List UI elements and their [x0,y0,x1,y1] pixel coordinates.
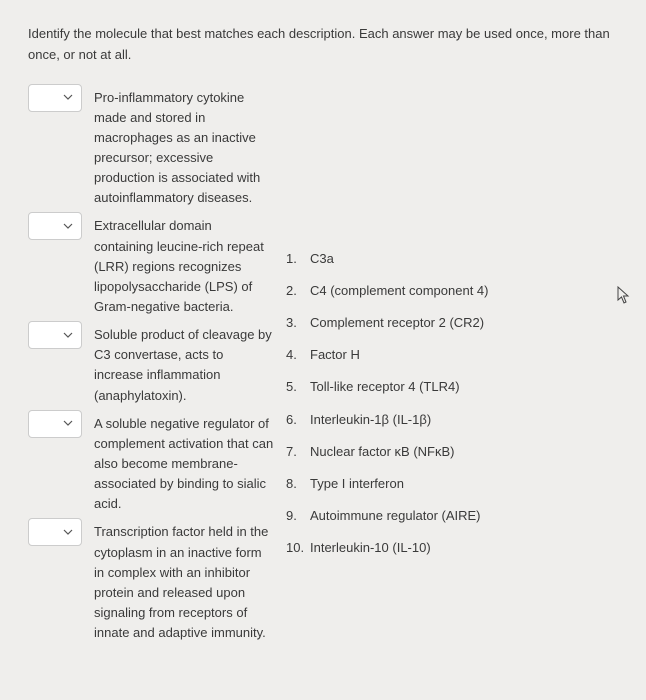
answer-dropdown-4[interactable] [28,410,82,438]
answer-number: 5. [286,378,310,396]
question-row: A soluble negative regulator of compleme… [28,410,274,515]
answer-dropdown-2[interactable] [28,212,82,240]
instructions-text: Identify the molecule that best matches … [28,24,618,66]
question-description: Transcription factor held in the cytopla… [94,518,274,643]
answer-text: Nuclear factor κB (NFκB) [310,443,454,461]
answer-text: C4 (complement component 4) [310,282,488,300]
questions-column: Pro-inflammatory cytokine made and store… [28,84,274,648]
chevron-down-icon [63,328,73,343]
answer-text: Type I interferon [310,475,404,493]
answer-option: 3.Complement receptor 2 (CR2) [286,314,488,332]
question-description: A soluble negative regulator of compleme… [94,410,274,515]
answers-column: 1.C3a 2.C4 (complement component 4) 3.Co… [286,84,488,648]
answer-number: 7. [286,443,310,461]
cursor-icon [616,286,632,307]
answer-dropdown-5[interactable] [28,518,82,546]
answer-text: Autoimmune regulator (AIRE) [310,507,481,525]
question-row: Extracellular domain containing leucine-… [28,212,274,317]
answer-option: 7.Nuclear factor κB (NFκB) [286,443,488,461]
question-description: Soluble product of cleavage by C3 conver… [94,321,274,406]
chevron-down-icon [63,90,73,105]
answer-option: 10.Interleukin-10 (IL-10) [286,539,488,557]
question-row: Transcription factor held in the cytopla… [28,518,274,643]
answer-option: 2.C4 (complement component 4) [286,282,488,300]
content-area: Pro-inflammatory cytokine made and store… [28,84,618,648]
answer-dropdown-1[interactable] [28,84,82,112]
answer-option: 5.Toll-like receptor 4 (TLR4) [286,378,488,396]
answer-number: 3. [286,314,310,332]
answer-number: 1. [286,250,310,268]
answer-text: Interleukin-1β (IL-1β) [310,411,431,429]
answer-number: 6. [286,411,310,429]
answer-number: 9. [286,507,310,525]
question-description: Extracellular domain containing leucine-… [94,212,274,317]
answer-text: C3a [310,250,334,268]
answer-text: Factor H [310,346,360,364]
answer-option: 9.Autoimmune regulator (AIRE) [286,507,488,525]
answer-option: 4.Factor H [286,346,488,364]
answer-number: 10. [286,539,310,557]
chevron-down-icon [63,219,73,234]
question-description: Pro-inflammatory cytokine made and store… [94,84,274,209]
question-row: Soluble product of cleavage by C3 conver… [28,321,274,406]
answer-text: Toll-like receptor 4 (TLR4) [310,378,460,396]
answer-text: Complement receptor 2 (CR2) [310,314,484,332]
chevron-down-icon [63,525,73,540]
answer-text: Interleukin-10 (IL-10) [310,539,431,557]
question-row: Pro-inflammatory cytokine made and store… [28,84,274,209]
answer-number: 2. [286,282,310,300]
answer-option: 1.C3a [286,250,488,268]
chevron-down-icon [63,416,73,431]
answer-option: 8.Type I interferon [286,475,488,493]
answer-option: 6.Interleukin-1β (IL-1β) [286,411,488,429]
answer-number: 8. [286,475,310,493]
answer-number: 4. [286,346,310,364]
answer-dropdown-3[interactable] [28,321,82,349]
